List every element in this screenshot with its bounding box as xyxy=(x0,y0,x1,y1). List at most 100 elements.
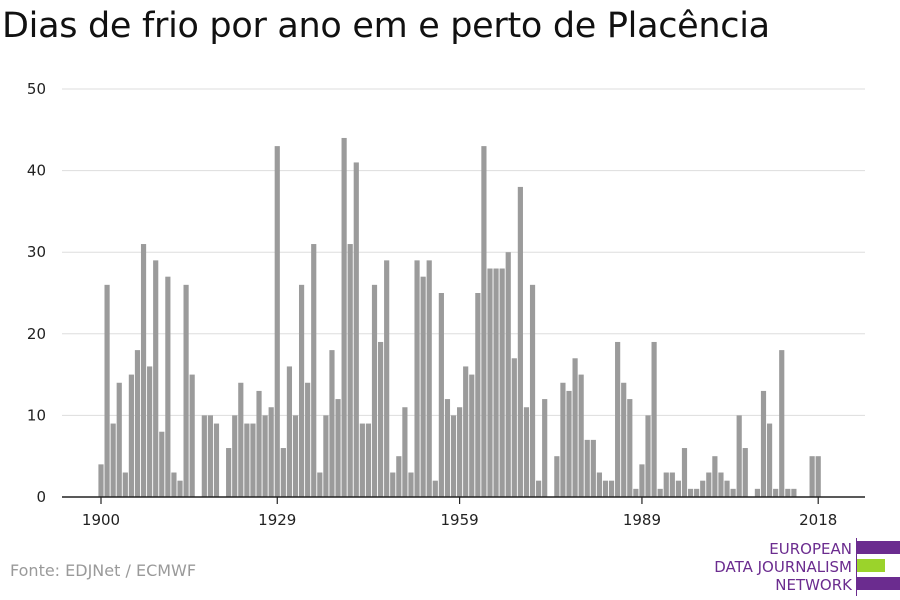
bar-1932 xyxy=(292,415,299,497)
bar-1924 xyxy=(244,423,250,497)
bar-1944 xyxy=(365,423,372,497)
bar-2017 xyxy=(809,456,815,497)
bar-1935 xyxy=(311,244,317,497)
bar-1955 xyxy=(432,480,438,497)
bar-1993 xyxy=(663,472,669,497)
bar-1969 xyxy=(517,186,523,498)
bar-1996 xyxy=(681,448,688,497)
bar-1911 xyxy=(165,276,171,497)
bars xyxy=(98,137,821,498)
bar-1905 xyxy=(128,374,134,497)
y-tick-label: 20 xyxy=(27,325,46,343)
bar-1934 xyxy=(305,382,311,497)
bar-1988 xyxy=(633,488,639,497)
bar-1928 xyxy=(268,407,274,497)
bar-1984 xyxy=(608,480,615,497)
logo-bar-2 xyxy=(857,559,885,572)
bar-1917 xyxy=(201,415,207,497)
bar-1981 xyxy=(590,439,596,497)
bar-1966 xyxy=(499,268,505,497)
bar-1956 xyxy=(438,293,444,497)
bar-1930 xyxy=(280,448,286,497)
bar-1990 xyxy=(645,415,651,497)
bar-1933 xyxy=(298,284,305,497)
bar-1986 xyxy=(621,382,627,497)
bar-1909 xyxy=(153,260,159,497)
bar-1977 xyxy=(566,390,572,497)
bar-1960 xyxy=(463,366,469,497)
bar-1913 xyxy=(177,480,183,497)
bar-1987 xyxy=(627,399,633,497)
bar-1959 xyxy=(457,407,463,497)
bar-1912 xyxy=(171,472,177,497)
bar-1903 xyxy=(116,382,122,497)
logo-line-3: NETWORK xyxy=(775,576,852,594)
bar-1921 xyxy=(226,448,232,497)
bar-1907 xyxy=(140,244,147,497)
bar-1978 xyxy=(572,358,578,497)
bar-1999 xyxy=(700,480,706,497)
bar-2003 xyxy=(724,480,730,497)
bar-1949 xyxy=(396,456,402,497)
bar-1939 xyxy=(335,399,341,497)
bar-2010 xyxy=(766,423,773,497)
logo-bar-1 xyxy=(857,541,900,554)
x-tick-label: 2018 xyxy=(799,511,837,529)
x-tick-label: 1989 xyxy=(623,511,661,529)
bar-1997 xyxy=(687,488,694,497)
bar-1964 xyxy=(487,268,493,497)
bar-1922 xyxy=(232,415,238,497)
bar-2011 xyxy=(773,488,779,497)
bar-2006 xyxy=(742,448,748,497)
bar-1901 xyxy=(104,284,110,497)
edjnet-logo: EUROPEAN DATA JOURNALISM NETWORK xyxy=(700,538,900,596)
bar-2012 xyxy=(779,350,785,497)
bar-1976 xyxy=(560,382,566,497)
bar-1989 xyxy=(639,464,645,497)
bar-1947 xyxy=(384,260,390,497)
bar-2001 xyxy=(712,456,718,497)
bar-1972 xyxy=(536,480,542,497)
bar-1962 xyxy=(475,293,481,497)
bar-1954 xyxy=(426,260,432,497)
bar-1900 xyxy=(98,464,104,497)
bar-1967 xyxy=(505,252,511,497)
bar-1998 xyxy=(694,488,700,497)
bar-2008 xyxy=(754,488,761,497)
bar-1938 xyxy=(329,350,335,497)
bar-1975 xyxy=(554,456,560,497)
bar-1915 xyxy=(189,374,195,497)
bar-1965 xyxy=(493,268,499,497)
source-note: Fonte: EDJNet / ECMWF xyxy=(10,561,197,580)
logo-bar-3 xyxy=(857,577,900,590)
bar-1906 xyxy=(134,350,141,497)
bar-1995 xyxy=(675,480,681,497)
bar-1982 xyxy=(596,472,602,497)
bar-1943 xyxy=(359,423,365,497)
bar-1957 xyxy=(444,399,451,497)
bar-1945 xyxy=(371,284,378,497)
bar-2009 xyxy=(760,390,767,497)
logo-line-1: EUROPEAN xyxy=(769,540,852,558)
gridlines xyxy=(62,88,865,416)
bar-1902 xyxy=(110,423,116,497)
bar-1963 xyxy=(481,146,487,497)
bar-1973 xyxy=(542,399,548,497)
x-tick-label: 1900 xyxy=(82,511,120,529)
bar-2018 xyxy=(815,456,821,497)
y-tick-label: 40 xyxy=(27,162,46,180)
axis-ticks: 0 10 20 30 40 50 1900 1929 1959 1989 2018 xyxy=(27,80,837,529)
bar-2014 xyxy=(791,488,797,497)
logo-divider xyxy=(856,538,857,596)
bar-2005 xyxy=(736,415,742,497)
bar-1941 xyxy=(347,244,353,497)
bar-1948 xyxy=(390,472,396,497)
bar-1980 xyxy=(584,439,590,497)
bar-2013 xyxy=(785,488,791,497)
bar-1946 xyxy=(378,341,384,497)
bar-1904 xyxy=(122,472,128,497)
y-tick-label: 0 xyxy=(36,488,46,506)
bar-1950 xyxy=(402,407,408,497)
y-tick-label: 10 xyxy=(27,406,46,424)
bar-1994 xyxy=(669,472,675,497)
